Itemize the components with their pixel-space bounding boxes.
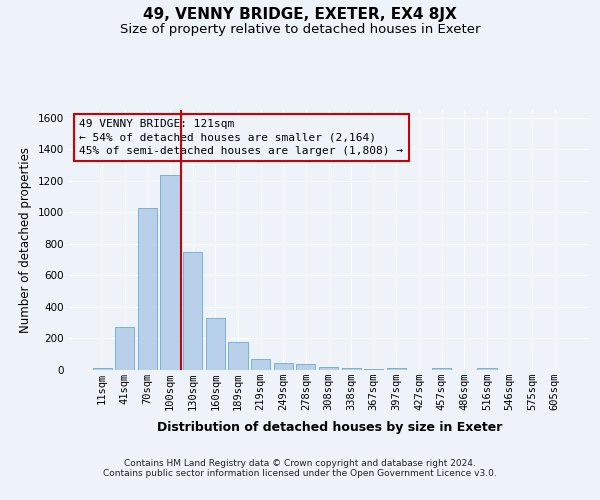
Bar [319, 367, 338, 370]
Bar [92, 368, 112, 370]
Bar [138, 208, 157, 370]
Text: Size of property relative to detached houses in Exeter: Size of property relative to detached ho… [120, 22, 480, 36]
Bar [183, 252, 202, 370]
Bar [432, 368, 451, 370]
Bar [341, 368, 361, 370]
Bar [274, 363, 293, 370]
Bar [251, 359, 270, 370]
Text: Contains HM Land Registry data © Crown copyright and database right 2024.: Contains HM Land Registry data © Crown c… [124, 458, 476, 468]
Bar [296, 364, 316, 370]
Bar [229, 342, 248, 370]
Text: Contains public sector information licensed under the Open Government Licence v3: Contains public sector information licen… [103, 468, 497, 477]
Bar [115, 328, 134, 370]
Bar [206, 318, 225, 370]
Text: Distribution of detached houses by size in Exeter: Distribution of detached houses by size … [157, 421, 503, 434]
Bar [477, 368, 497, 370]
Bar [387, 368, 406, 370]
Bar [364, 368, 383, 370]
Text: 49 VENNY BRIDGE: 121sqm
← 54% of detached houses are smaller (2,164)
45% of semi: 49 VENNY BRIDGE: 121sqm ← 54% of detache… [79, 119, 403, 156]
Text: 49, VENNY BRIDGE, EXETER, EX4 8JX: 49, VENNY BRIDGE, EXETER, EX4 8JX [143, 8, 457, 22]
Y-axis label: Number of detached properties: Number of detached properties [19, 147, 32, 333]
Bar [160, 174, 180, 370]
